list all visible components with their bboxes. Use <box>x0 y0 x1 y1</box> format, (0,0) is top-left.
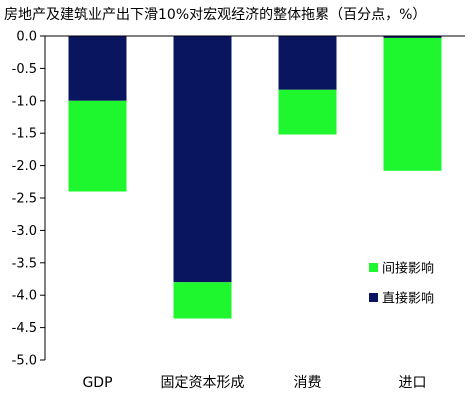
bar-direct-3 <box>383 36 442 38</box>
y-tick-label: -2.5 <box>12 192 37 207</box>
legend-label: 直接影响 <box>382 291 434 307</box>
x-category-label: 消费 <box>294 375 322 391</box>
bar-indirect-3 <box>383 37 442 171</box>
y-tick-label: -5.0 <box>12 354 37 369</box>
y-tick-label: -4.5 <box>12 321 37 336</box>
y-tick-label: -2.0 <box>12 159 37 174</box>
bar-direct-2 <box>278 36 337 90</box>
chart-title: 房地产及建筑业产出下滑10%对宏观经济的整体拖累（百分点，%） <box>4 7 427 23</box>
y-tick-label: -0.5 <box>12 62 37 77</box>
bar-indirect-0 <box>68 100 127 192</box>
y-tick-label: -3.0 <box>12 224 37 239</box>
bar-indirect-2 <box>278 89 337 135</box>
x-axis: GDP 固定资本形成 消费 进口 <box>45 35 465 391</box>
legend-swatch <box>369 293 378 302</box>
bars <box>68 36 442 319</box>
y-axis: 0.0 -0.5 -1.0 -1.5 -2.0 -2.5 -3.0 -3.5 -4.0 -4.5 -… <box>12 30 46 369</box>
legend-label: 间接影响 <box>382 261 434 277</box>
x-category-label: 固定资本形成 <box>161 375 245 391</box>
bar-indirect-1 <box>173 282 232 319</box>
bar-direct-0 <box>68 36 127 101</box>
y-tick-label: -1.0 <box>12 94 37 109</box>
legend-swatch <box>369 263 378 272</box>
y-tick-label: -3.5 <box>12 256 37 271</box>
x-category-label: 进口 <box>399 375 427 391</box>
y-tick-label: -4.0 <box>12 289 37 304</box>
y-tick-label: 0.0 <box>16 30 37 45</box>
x-category-label: GDP <box>82 375 112 391</box>
y-tick-label: -1.5 <box>12 127 37 142</box>
bar-direct-1 <box>173 36 232 283</box>
